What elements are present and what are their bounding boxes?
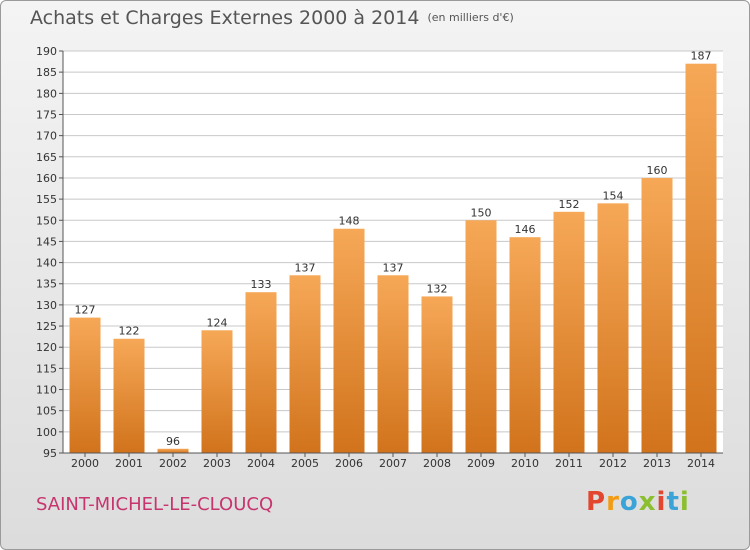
logo-letter: t — [666, 487, 680, 517]
value-label: 133 — [251, 278, 272, 291]
y-tick-label: 190 — [36, 45, 57, 58]
logo-letter: P — [586, 487, 607, 517]
y-tick-label: 110 — [36, 384, 57, 397]
bar-2008 — [421, 296, 453, 453]
bar-2006 — [333, 228, 365, 453]
y-tick-label: 135 — [36, 278, 57, 291]
y-tick-label: 125 — [36, 320, 57, 333]
x-tick-label: 2008 — [423, 457, 451, 470]
y-tick-label: 105 — [36, 405, 57, 418]
x-tick-label: 2005 — [291, 457, 319, 470]
y-tick-label: 155 — [36, 193, 57, 206]
bar-2001 — [113, 338, 145, 453]
value-label: 96 — [166, 435, 180, 448]
x-tick-label: 2007 — [379, 457, 407, 470]
axes: 95 100 105 110 115 120 125 130 135 140 145 150 155 16… — [36, 45, 723, 470]
y-tick-label: 115 — [36, 362, 57, 375]
y-tick-label: 100 — [36, 426, 57, 439]
bar-2010 — [509, 237, 541, 453]
logo-letter: r — [606, 487, 620, 517]
bar-2007 — [377, 275, 409, 453]
logo-letter: o — [619, 487, 639, 517]
bar-2009 — [465, 220, 497, 453]
y-tick-label: 120 — [36, 341, 57, 354]
title-text: Achats et Charges Externes 2000 à 2014 — [30, 7, 420, 29]
value-label: 154 — [603, 189, 624, 202]
y-tick-label: 130 — [36, 299, 57, 312]
x-tick-label: 2003 — [203, 457, 231, 470]
y-tick-label: 170 — [36, 130, 57, 143]
x-tick-label: 2011 — [555, 457, 583, 470]
bar-2005 — [289, 275, 321, 453]
y-tick-label: 95 — [43, 447, 57, 460]
bar-2011 — [553, 211, 585, 453]
x-tick-label: 2004 — [247, 457, 275, 470]
value-label: 127 — [75, 304, 96, 317]
x-tick-label: 2002 — [159, 457, 187, 470]
value-label: 152 — [559, 198, 580, 211]
y-tick-label: 165 — [36, 151, 57, 164]
value-label: 187 — [691, 50, 712, 63]
bar-2002 — [157, 448, 189, 453]
x-tick-label: 2001 — [115, 457, 143, 470]
value-label: 146 — [515, 223, 536, 236]
value-label: 160 — [647, 164, 668, 177]
x-tick-label: 2000 — [71, 457, 99, 470]
y-tick-label: 175 — [36, 108, 57, 121]
x-tick-label: 2009 — [467, 457, 495, 470]
logo-letter: i — [679, 487, 690, 517]
y-tick-label: 185 — [36, 66, 57, 79]
bars — [69, 63, 717, 454]
x-tick-label: 2010 — [511, 457, 539, 470]
value-label: 137 — [383, 261, 404, 274]
value-label: 124 — [207, 316, 228, 329]
unit-label: (en milliers d'€) — [427, 11, 514, 24]
y-tick-label: 180 — [36, 87, 57, 100]
x-tick-label: 2014 — [687, 457, 715, 470]
logo-letter: x — [638, 487, 657, 517]
y-tick-label: 150 — [36, 214, 57, 227]
x-tick-label: 2006 — [335, 457, 363, 470]
value-label: 137 — [295, 261, 316, 274]
bar-2012 — [597, 203, 629, 453]
y-tick-label: 140 — [36, 257, 57, 270]
value-label: 150 — [471, 206, 492, 219]
commune-name: SAINT-MICHEL-LE-CLOUCQ — [36, 494, 274, 515]
y-tick-label: 160 — [36, 172, 57, 185]
value-labels: 127 122 96 124 133 137 148 137 132 150 146 152 154 16… — [75, 50, 712, 448]
y-tick-label: 145 — [36, 235, 57, 248]
value-label: 122 — [119, 325, 140, 338]
bar-2014 — [685, 63, 717, 454]
bar-2013 — [641, 177, 673, 453]
proxiti-logo: Proxiti — [586, 487, 690, 517]
chart-title: Achats et Charges Externes 2000 à 2014 (e… — [30, 7, 514, 29]
bar-2000 — [69, 317, 101, 453]
value-label: 148 — [339, 215, 360, 228]
bar-2003 — [201, 330, 233, 453]
bar-2004 — [245, 292, 277, 453]
x-tick-label: 2012 — [599, 457, 627, 470]
logo-letter: i — [656, 487, 667, 517]
value-label: 132 — [427, 282, 448, 295]
x-tick-label: 2013 — [643, 457, 671, 470]
